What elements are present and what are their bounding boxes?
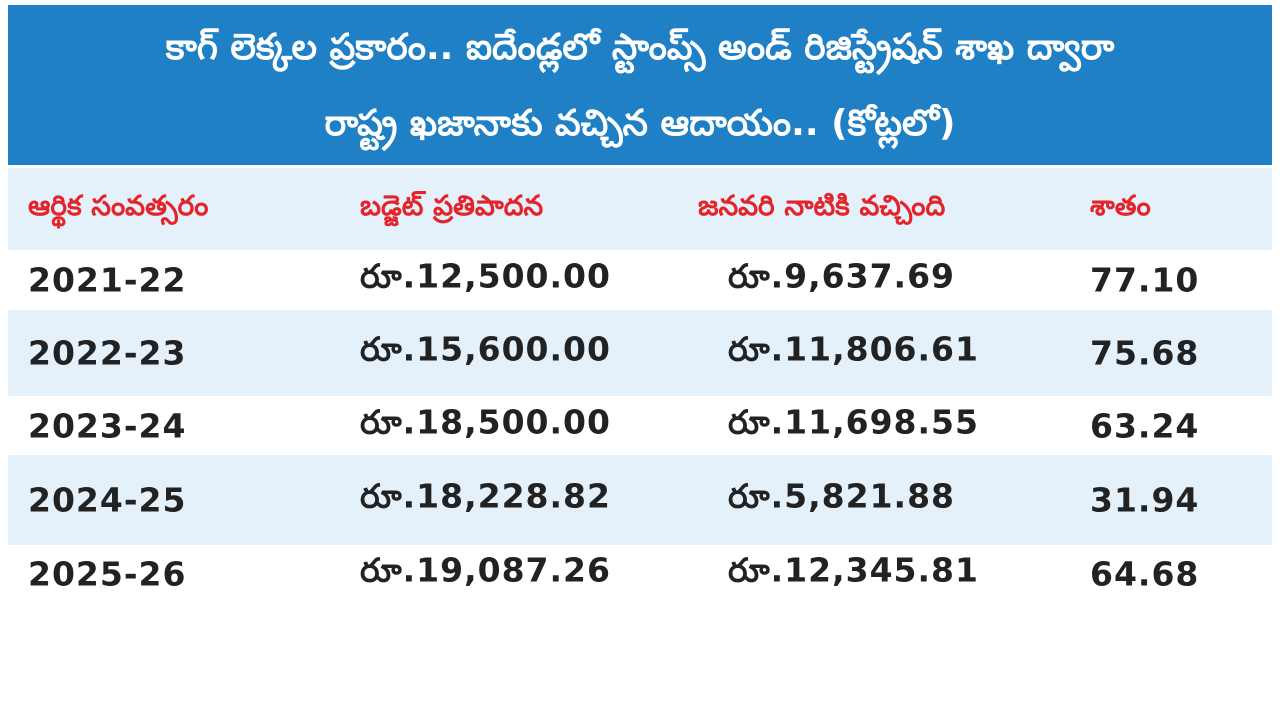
table-cell: రూ.11,698.55 bbox=[728, 402, 979, 441]
table-cell: రూ.15,600.00 bbox=[360, 329, 611, 369]
table-row: 2021-22 రూ.12,500.00 రూ.9,637.69 77.10 bbox=[8, 252, 1272, 308]
table-cell: 31.94 bbox=[1090, 480, 1200, 520]
table-cell: రూ.18,228.82 bbox=[360, 476, 611, 516]
table-cell: 2025-26 bbox=[28, 554, 187, 593]
table-cell: రూ.12,500.00 bbox=[360, 256, 611, 296]
column-header: బడ్జెట్ ప్రతిపాదన bbox=[360, 189, 544, 222]
table-row: 2023-24 రూ.18,500.00 రూ.11,698.55 63.24 bbox=[8, 398, 1272, 453]
table-cell: 2022-23 bbox=[28, 333, 187, 373]
table-cell: రూ.12,345.81 bbox=[728, 550, 979, 589]
table-cell: 77.10 bbox=[1090, 260, 1200, 300]
table-row: 2022-23 రూ.15,600.00 రూ.11,806.61 75.68 bbox=[8, 310, 1272, 396]
column-header: ఆర్థిక సంవత్సరం bbox=[28, 189, 209, 222]
table-cell: రూ.18,500.00 bbox=[360, 402, 611, 441]
table-cell: 2024-25 bbox=[28, 480, 187, 520]
table-cell: రూ.9,637.69 bbox=[728, 256, 955, 296]
column-header: శాతం bbox=[1090, 189, 1151, 222]
table-cell: రూ.5,821.88 bbox=[728, 476, 955, 516]
table-cell: 2021-22 bbox=[28, 260, 187, 300]
title-line: రాష్ట్ర ఖజానాకు వచ్చిన ఆదాయం.. (కోట్లలో) bbox=[324, 103, 956, 144]
header-row: ఆర్థిక సంవత్సరం బడ్జెట్ ప్రతిపాదన జనవరి నా… bbox=[8, 168, 1272, 250]
table-cell: రూ.11,806.61 bbox=[728, 329, 979, 369]
title-line: కాగ్ లెక్కల ప్రకారం.. ఐదేండ్లలో స్టాంప్స… bbox=[165, 27, 1115, 68]
table-row: 2025-26 రూ.19,087.26 రూ.12,345.81 64.68 bbox=[8, 547, 1272, 600]
table-row: 2024-25 రూ.18,228.82 రూ.5,821.88 31.94 bbox=[8, 455, 1272, 545]
table-cell: రూ.19,087.26 bbox=[360, 550, 611, 589]
table-cell: 64.68 bbox=[1090, 554, 1200, 593]
column-header: జనవరి నాటికి వచ్చింది bbox=[698, 189, 946, 222]
title-banner: కాగ్ లెక్కల ప్రకారం.. ఐదేండ్లలో స్టాంప్స… bbox=[8, 5, 1272, 165]
table-cell: 2023-24 bbox=[28, 406, 187, 445]
table-cell: 63.24 bbox=[1090, 406, 1200, 445]
table-cell: 75.68 bbox=[1090, 333, 1200, 373]
